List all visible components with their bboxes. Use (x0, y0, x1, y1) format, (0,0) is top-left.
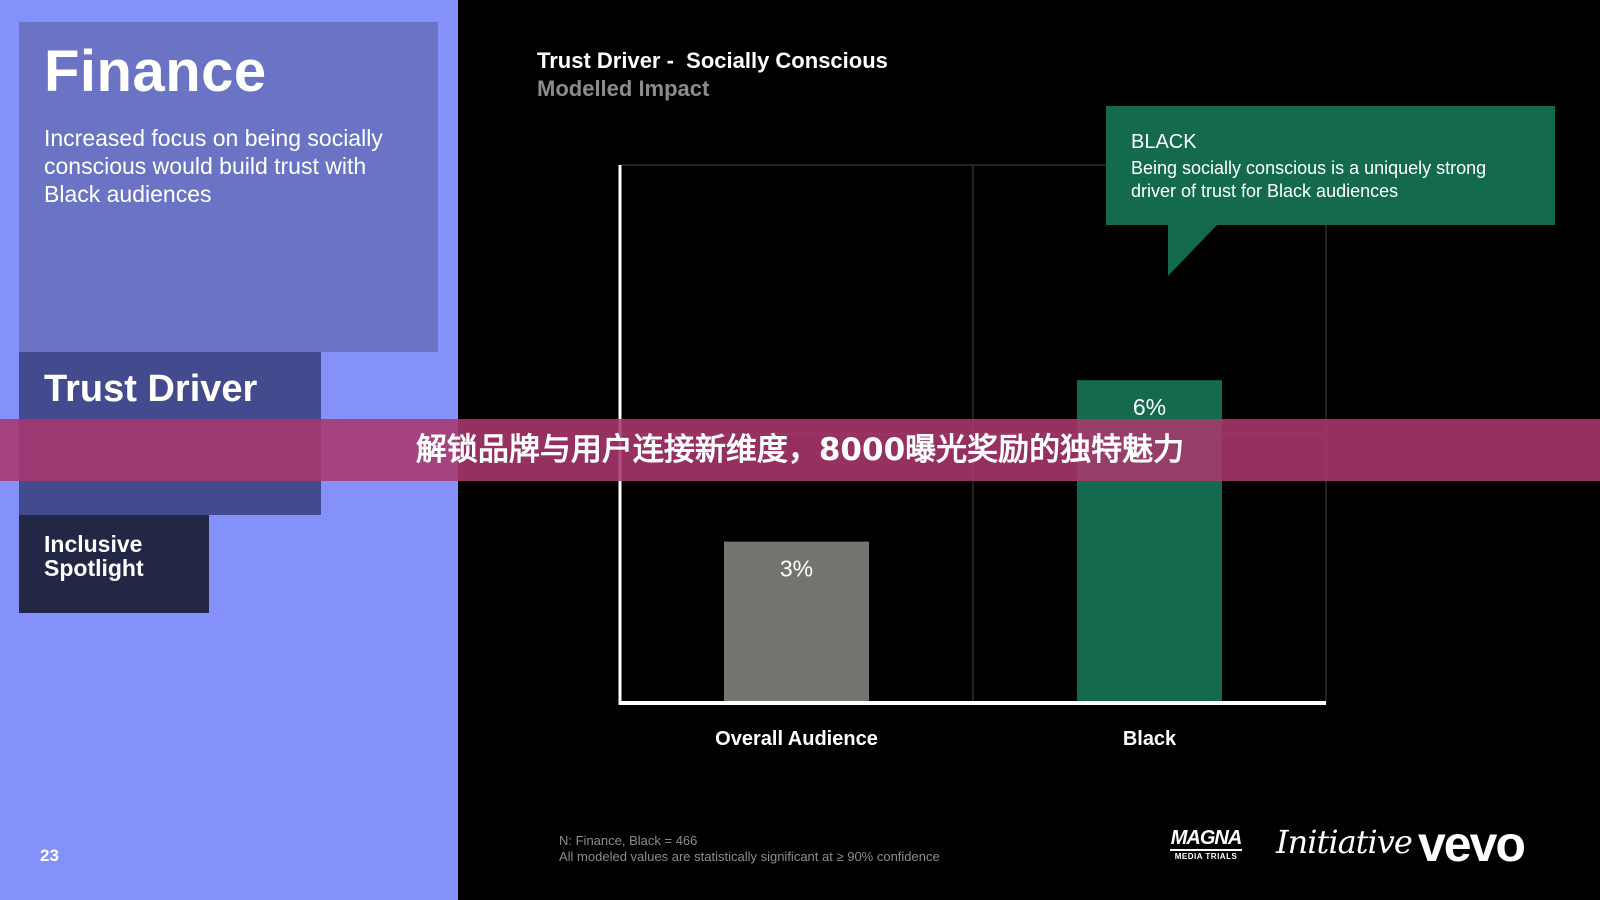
page-number: 23 (40, 846, 59, 865)
initiative-logo: Initiative (1276, 823, 1413, 861)
inclusive-spotlight-title: Inclusive Spotlight (44, 531, 144, 581)
trust-driver-title: Trust Driver (44, 368, 258, 410)
callout-box: BLACK Being socially conscious is a uniq… (1106, 106, 1555, 225)
inclusive-spotlight-card: Inclusive Spotlight (19, 515, 209, 613)
vevo-logo: vevo (1418, 816, 1526, 872)
footnote-significance: All modeled values are statistically sig… (559, 849, 940, 864)
chart-title: Trust Driver - Socially Conscious (537, 48, 888, 73)
finance-card: Finance Increased focus on being sociall… (19, 22, 438, 352)
callout-pointer (1168, 224, 1218, 276)
footnote-sample-size: N: Finance, Black = 466 (559, 833, 698, 848)
bar-overall-audience (724, 541, 869, 703)
magna-logo: MAGNA MEDIA TRIALS (1170, 827, 1242, 867)
callout-body: Being socially conscious is a uniquely s… (1131, 158, 1487, 201)
chart-labels: 3% Overall Audience 6% Black (715, 394, 1177, 750)
promo-banner: 解锁品牌与用户连接新维度，8000曝光奖励的独特魅力 (0, 419, 1600, 481)
category-label-0: Overall Audience (715, 728, 878, 750)
data-label-1: 6% (1133, 394, 1166, 420)
callout-heading: BLACK (1131, 131, 1197, 153)
category-label-1: Black (1123, 728, 1177, 750)
chart-subtitle: Modelled Impact (537, 76, 710, 101)
footnote: N: Finance, Black = 466 All modeled valu… (559, 833, 940, 865)
finance-description: Increased focus on being socially consci… (44, 125, 383, 207)
magna-logo-text: MAGNA (1170, 827, 1243, 849)
promo-banner-text: 解锁品牌与用户连接新维度，8000曝光奖励的独特魅力 (415, 432, 1185, 468)
data-label-0: 3% (780, 556, 813, 582)
finance-title: Finance (44, 39, 267, 104)
magna-logo-subtext: MEDIA TRIALS (1170, 849, 1242, 863)
